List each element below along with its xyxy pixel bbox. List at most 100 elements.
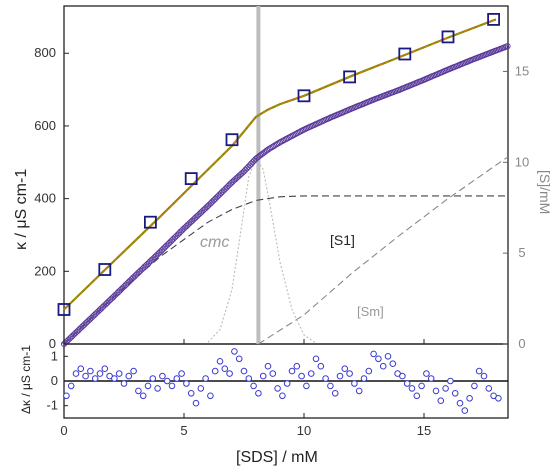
residual-point: [245, 375, 253, 382]
square-data-point: [297, 89, 311, 103]
residual-point: [87, 367, 94, 375]
residual-point: [274, 385, 281, 392]
residual-point: [461, 407, 469, 414]
residual-point: [187, 390, 195, 397]
y2-axis-title: [S]/mM: [537, 170, 550, 214]
residual-point: [202, 375, 209, 382]
y-axis-title: κ / μS cm-1: [13, 169, 30, 250]
residual-point: [125, 372, 133, 380]
dense-data-point: [246, 162, 253, 169]
residual-point: [178, 370, 185, 377]
residual-point: [360, 375, 368, 382]
main-plot-frame: [63, 5, 509, 345]
residual-point: [442, 385, 449, 392]
x-axis-title: [SDS] / mM: [236, 449, 318, 466]
residual-point: [130, 367, 137, 375]
cmc-distribution-curve: [207, 157, 317, 344]
residual-point: [389, 360, 397, 368]
residual-point: [336, 372, 344, 380]
residual-point: [259, 372, 267, 380]
residual-point: [384, 353, 392, 360]
residual-point: [307, 370, 315, 377]
y-tick-label: 200: [34, 263, 56, 278]
residual-point: [250, 382, 257, 390]
residual-point: [221, 365, 229, 373]
residual-point: [418, 382, 425, 390]
residual-point: [183, 380, 190, 387]
residual-point: [466, 395, 473, 402]
residual-point: [192, 399, 200, 407]
residual-point: [447, 377, 454, 385]
residual-point: [432, 387, 440, 395]
residual-point: [283, 380, 291, 387]
residual-point: [115, 370, 123, 377]
residual-point: [427, 375, 435, 382]
residual-point: [77, 365, 85, 373]
y-tick-label: 800: [34, 45, 56, 60]
square-data-point: [225, 133, 239, 147]
residual-point: [67, 382, 75, 390]
residual-point: [135, 387, 142, 395]
residual-point: [226, 370, 233, 377]
composition-curves-group: [63, 156, 509, 345]
residual-point: [173, 375, 181, 382]
residual-point: [264, 362, 272, 370]
residual-point: [375, 355, 382, 363]
residual-point: [197, 385, 205, 392]
y-tick-label: 400: [34, 191, 56, 206]
residual-point: [370, 350, 377, 358]
residual-point: [111, 375, 118, 382]
residual-point: [293, 362, 301, 370]
residual-point: [298, 372, 305, 380]
residual-point: [72, 370, 80, 377]
cmc-annotation: cmc: [200, 234, 229, 251]
curve-sm: [258, 156, 509, 345]
residual-point: [485, 385, 493, 392]
residual-point: [96, 370, 104, 377]
residual-point: [312, 355, 320, 363]
s1-annotation: [S1]: [330, 232, 355, 248]
square-data-point: [184, 172, 198, 186]
residual-point: [471, 382, 478, 390]
fit-line: [63, 18, 497, 311]
residual-point: [159, 372, 166, 380]
residual-point: [235, 355, 243, 363]
residual-point: [379, 362, 387, 370]
residual-point: [331, 390, 339, 397]
residual-point: [207, 392, 214, 400]
x-tick-label: 0: [60, 423, 67, 438]
residual-y-tick-label: 0: [51, 373, 58, 388]
residual-point: [317, 362, 325, 370]
residual-point: [231, 348, 238, 355]
residual-point: [240, 367, 248, 375]
square-data-point: [487, 12, 501, 26]
y-tick-label: 600: [34, 118, 56, 133]
residual-point: [168, 382, 176, 390]
residual-point: [495, 395, 502, 402]
y-tick-label: 0: [49, 336, 56, 351]
residual-point: [91, 375, 99, 382]
square-data-point: [398, 47, 412, 61]
residual-point: [269, 370, 277, 377]
curve-s1: [63, 195, 508, 345]
residual-point: [327, 382, 334, 390]
residual-point: [480, 372, 488, 380]
data-series-group: [57, 12, 511, 348]
residual-point: [139, 392, 147, 400]
square-data-point: [343, 70, 357, 84]
y2-tick-label: 15: [515, 63, 529, 78]
square-data-point: [143, 215, 157, 229]
residual-point: [341, 365, 349, 373]
residual-point: [403, 380, 411, 387]
residual-point: [120, 380, 128, 387]
square-data-point: [57, 303, 71, 316]
y2-tick-label: 0: [518, 336, 525, 351]
sm-annotation: [Sm]: [357, 304, 384, 319]
residual-point: [456, 399, 464, 407]
residual-point: [144, 382, 152, 390]
fit-line-overlay: [63, 18, 497, 310]
residual-point: [279, 392, 286, 400]
